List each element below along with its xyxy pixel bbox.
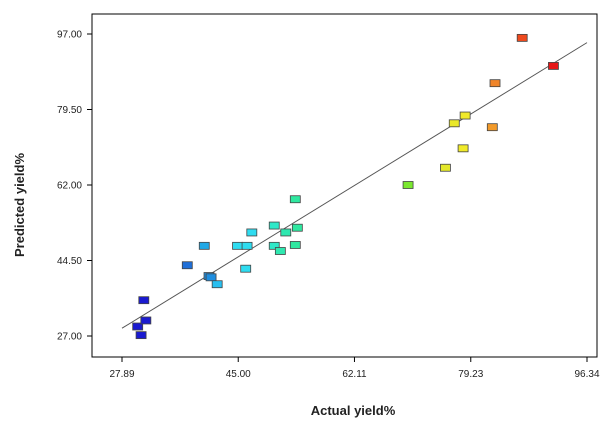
data-point [440,163,451,172]
data-point [291,223,303,232]
data-point [140,316,152,325]
data-point [486,123,498,132]
x-tick-label: 27.89 [109,369,134,380]
x-axis-title: Actual yield% [311,403,396,418]
x-axis-ticks: 27.89 45.00 62.11 79.23 96.34 [109,357,600,380]
data-point [241,241,253,250]
data-point [232,241,243,250]
data-point [132,322,144,331]
y-tick-label: 97.00 [57,30,82,41]
x-tick-label: 45.00 [226,369,251,380]
fit-line [121,42,588,329]
data-point [289,241,301,249]
x-tick-label: 79.23 [458,369,483,380]
data-point [181,261,193,270]
data-point [205,273,217,282]
x-tick-label: 62.11 [342,369,367,380]
data-point [457,144,469,153]
data-point [135,331,147,340]
data-point [246,228,258,237]
fit-line-layer [121,42,588,329]
y-tick-label: 27.00 [57,332,82,343]
data-point [138,296,150,305]
data-point [489,79,501,88]
data-point [240,264,252,273]
plot-frame [91,13,598,358]
x-tick-label: 96.34 [574,369,599,380]
y-tick-label: 79.50 [57,105,82,116]
data-point [516,33,528,42]
y-axis-ticks: 97.00 79.50 62.00 44.50 27.00 [57,30,92,343]
data-point [448,119,460,128]
y-tick-label: 62.00 [57,181,82,192]
data-point [211,280,223,289]
data-points [132,33,559,340]
data-point [459,111,471,120]
data-point [402,181,414,189]
data-point [268,241,280,250]
data-point [289,195,301,204]
data-point [198,241,210,250]
y-axis-title: Predicted yield% [12,153,27,257]
y-tick-label: 44.50 [57,256,82,267]
data-point [268,221,280,230]
data-point [280,228,292,237]
data-point [274,247,286,255]
data-point [548,62,559,70]
